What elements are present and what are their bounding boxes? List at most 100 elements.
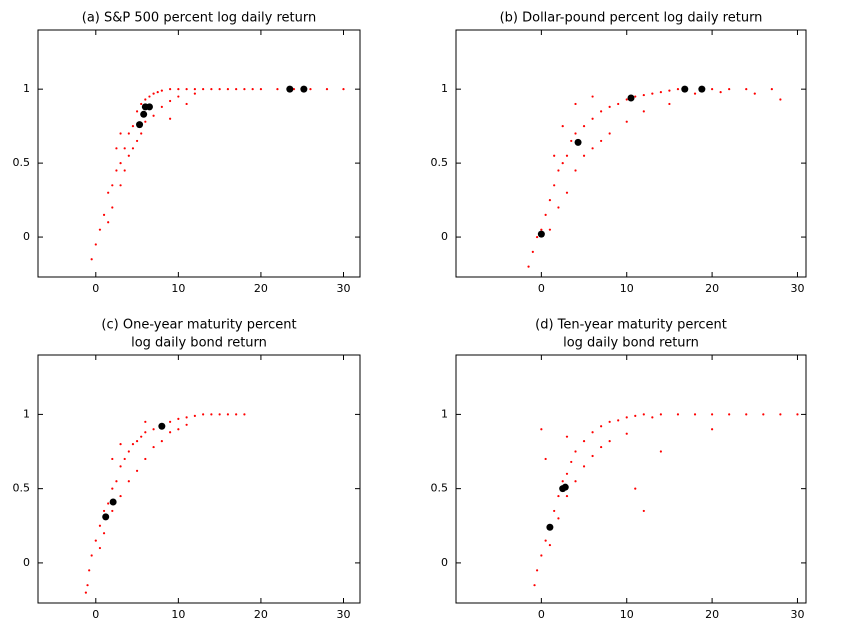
point [140, 435, 143, 438]
point [193, 88, 196, 91]
point [770, 88, 773, 91]
point [634, 487, 637, 490]
point [527, 265, 530, 268]
point [131, 147, 135, 150]
y-tick-label: 1 [441, 82, 448, 95]
point [561, 125, 564, 128]
point [693, 92, 697, 95]
point [235, 413, 238, 416]
point [243, 88, 246, 91]
point [753, 92, 756, 95]
point [591, 117, 594, 120]
x-tick-label: 20 [254, 282, 268, 295]
point [185, 416, 188, 419]
point [115, 480, 118, 483]
point [574, 132, 577, 135]
point [668, 89, 671, 92]
point [131, 443, 135, 446]
point [210, 413, 213, 416]
point [625, 416, 628, 419]
point [582, 465, 586, 468]
point [546, 523, 554, 531]
point [642, 509, 645, 513]
point [177, 428, 180, 431]
point [226, 88, 229, 91]
point [111, 184, 114, 187]
point [565, 494, 569, 498]
point [145, 103, 153, 111]
point [693, 413, 697, 416]
point [634, 414, 637, 417]
point [591, 454, 594, 458]
point [625, 120, 628, 123]
point [574, 102, 577, 106]
point [627, 94, 635, 102]
point [728, 88, 731, 91]
point [535, 235, 539, 239]
point [107, 191, 110, 194]
point [177, 95, 180, 98]
point [111, 487, 114, 490]
point [156, 91, 159, 94]
point [169, 88, 172, 91]
point [193, 414, 196, 417]
axes-box [455, 29, 807, 278]
x-tick-label: 0 [92, 282, 99, 295]
point [115, 147, 118, 150]
point [193, 92, 196, 95]
point [127, 450, 130, 453]
point [210, 88, 213, 91]
point [548, 543, 552, 547]
point [698, 85, 706, 93]
point [202, 413, 205, 416]
point [185, 423, 188, 426]
point [276, 88, 279, 91]
point [600, 445, 603, 449]
point [259, 88, 263, 91]
panel-title: (a) S&P 500 percent log daily return [82, 11, 316, 26]
point [202, 88, 205, 91]
point [177, 417, 180, 420]
point [111, 206, 114, 209]
point [779, 413, 782, 416]
point [574, 450, 577, 453]
x-tick-label: 30 [790, 608, 804, 621]
axes-box [37, 29, 361, 278]
point [136, 121, 144, 129]
x-tick-label: 30 [790, 282, 804, 295]
point [140, 110, 148, 118]
point [553, 509, 556, 513]
point [728, 413, 731, 416]
point [135, 440, 139, 443]
point [140, 132, 143, 135]
y-tick-label: 0 [23, 556, 30, 569]
point [185, 88, 188, 91]
point [127, 154, 130, 157]
point [90, 258, 93, 261]
point [600, 425, 603, 428]
point [243, 413, 246, 416]
point [565, 472, 569, 475]
y-tick-label: 1 [23, 82, 30, 95]
point [152, 445, 155, 449]
point [144, 431, 147, 434]
point [582, 154, 586, 157]
point [608, 440, 611, 443]
point [123, 147, 126, 150]
point [540, 228, 543, 231]
point [548, 228, 552, 231]
point [94, 539, 97, 542]
point [533, 584, 536, 587]
point [148, 95, 151, 98]
point [570, 460, 573, 464]
x-tick-label: 0 [538, 282, 545, 295]
point [608, 420, 611, 423]
point [625, 432, 628, 435]
point [152, 114, 155, 117]
point [119, 184, 122, 187]
point [557, 517, 560, 520]
x-tick-label: 0 [92, 608, 99, 621]
point [565, 154, 569, 157]
point [251, 88, 254, 91]
point [574, 138, 582, 146]
